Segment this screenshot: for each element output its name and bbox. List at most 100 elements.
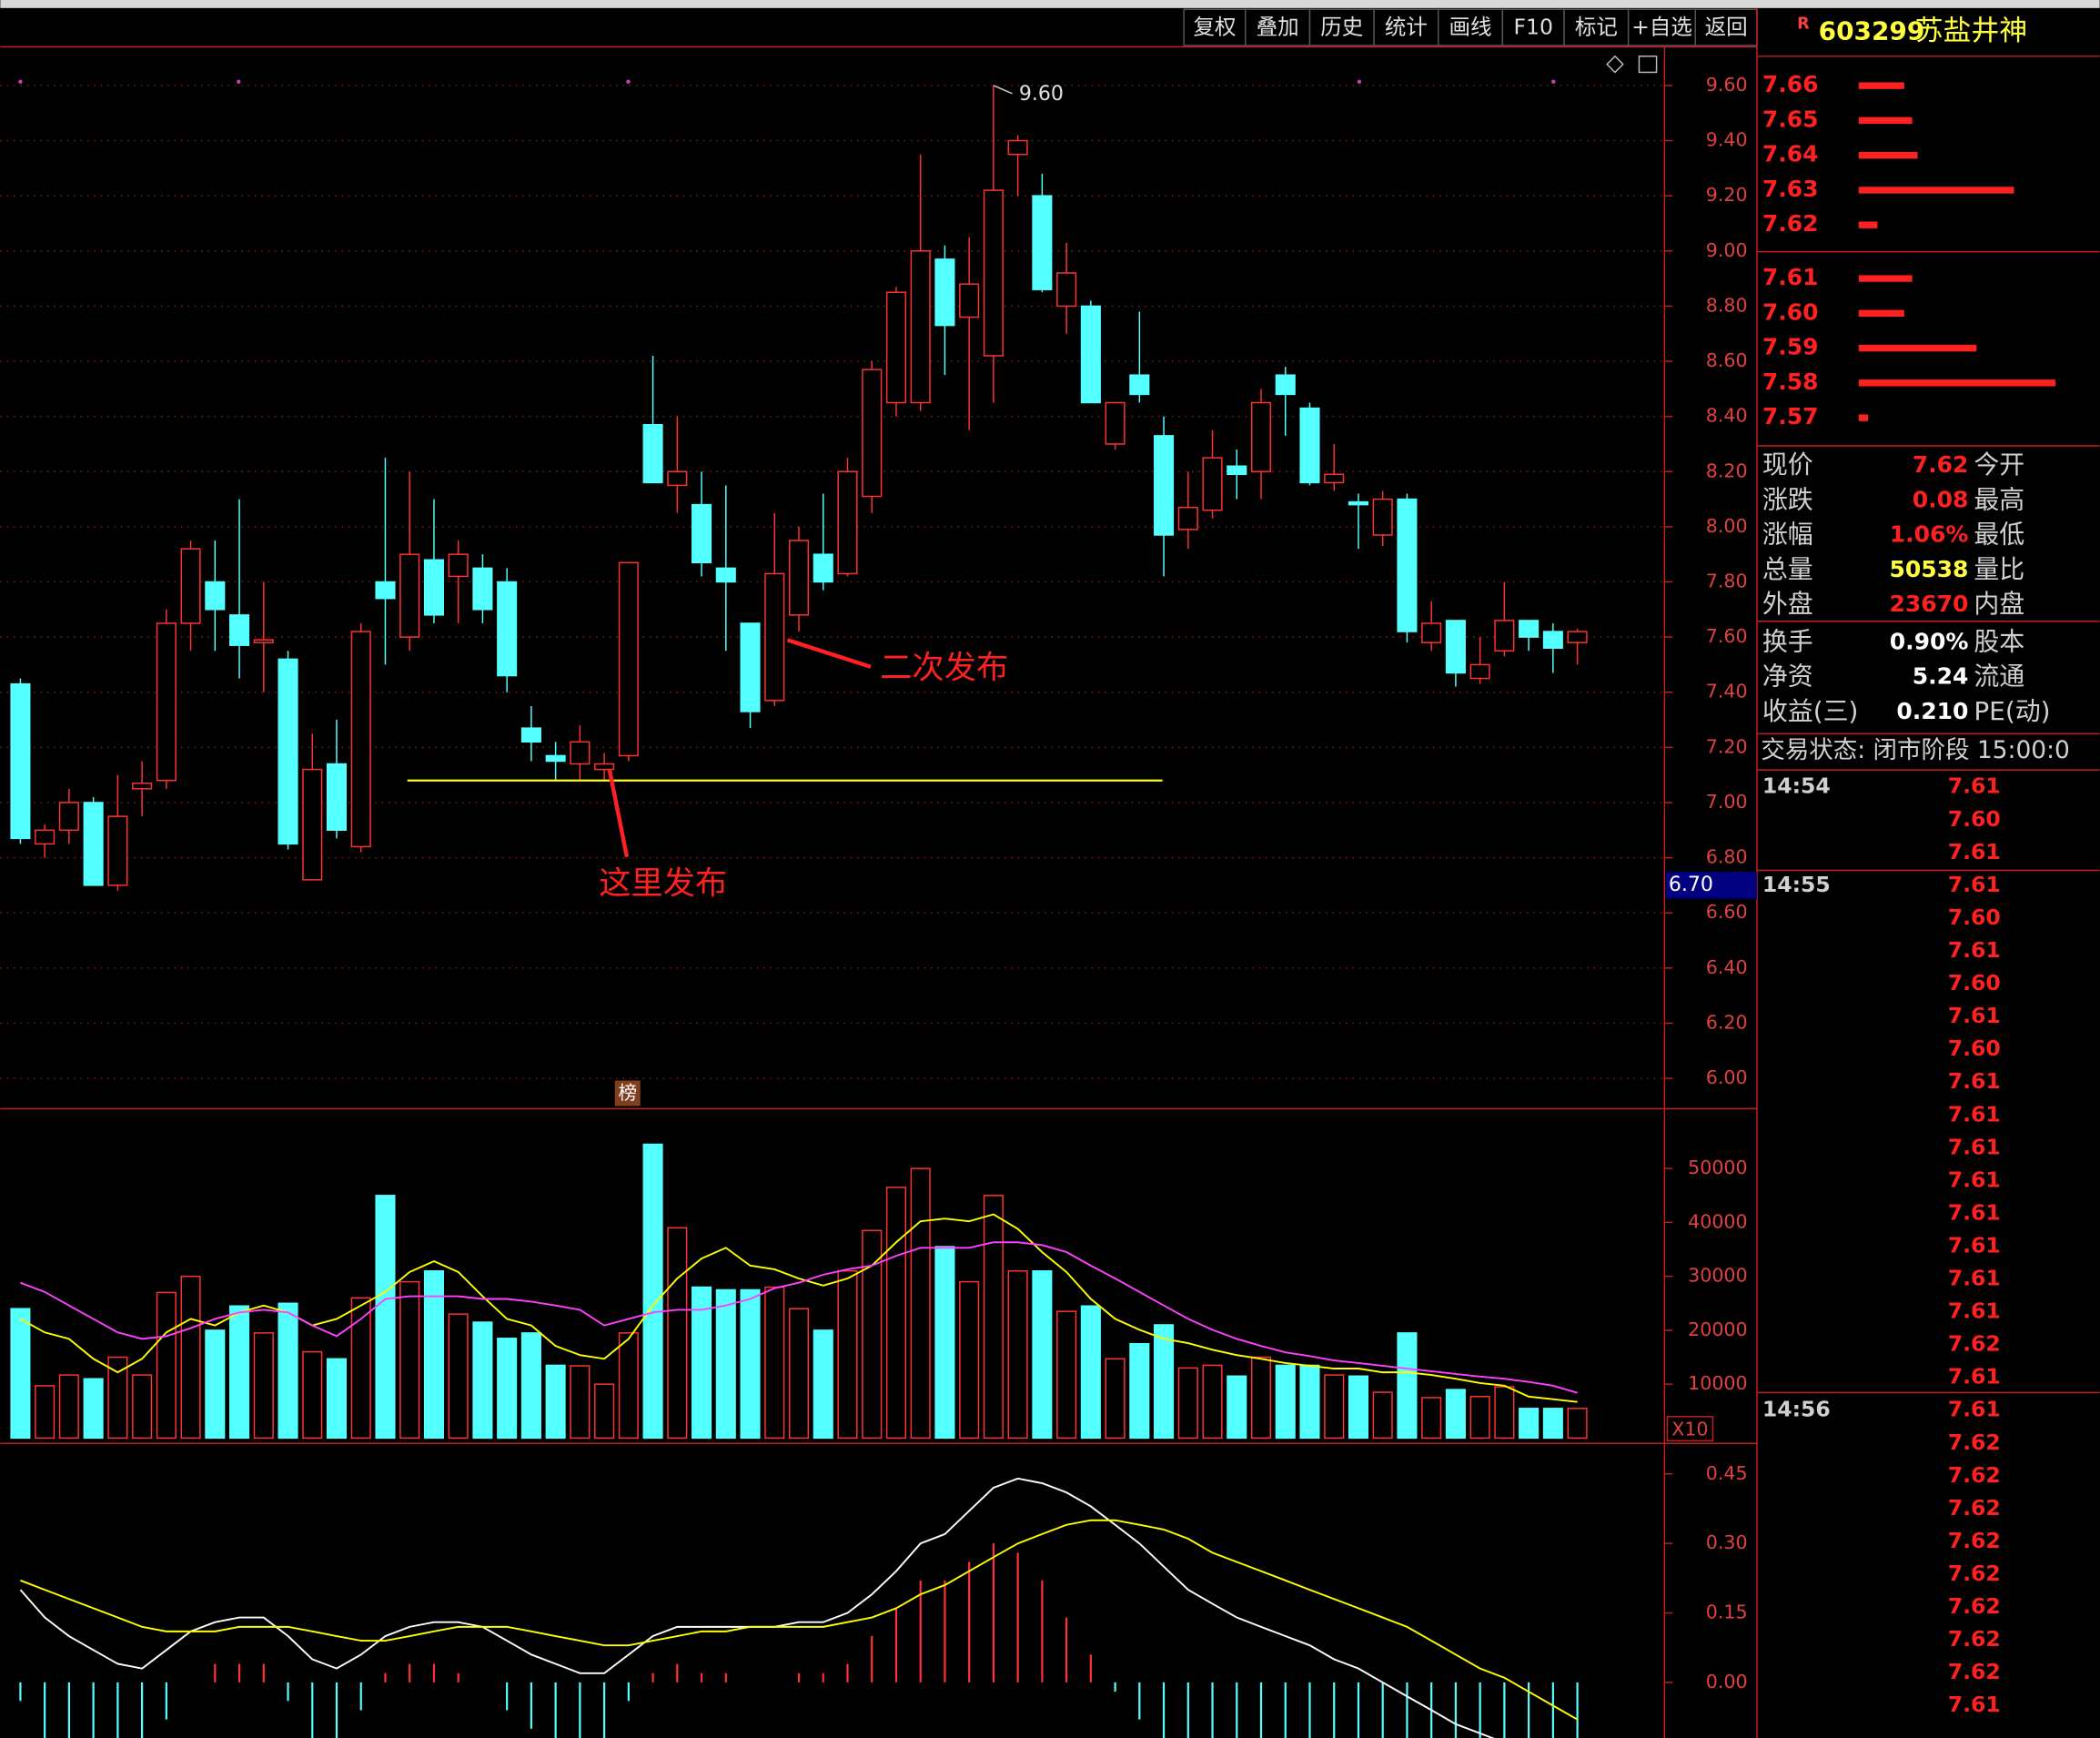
y-tick-label: 0.30 <box>1706 1531 1748 1553</box>
trade-price: 7.62 <box>1948 1528 2001 1553</box>
candle-body <box>205 581 226 611</box>
dif-line <box>19 1477 1495 1738</box>
quote-label: 净资 <box>1762 662 1813 692</box>
icon[interactable] <box>1638 56 1658 74</box>
candle-body <box>1421 622 1442 643</box>
candle-body <box>570 741 591 765</box>
y-tick-label: 0.00 <box>1706 1671 1748 1693</box>
quote-value: 50538 <box>1889 556 1968 582</box>
volume-bar <box>58 1374 79 1440</box>
chart: 6.00 6.20 6.40 6.60 6.80 7.00 7.20 7.40 7.60 7.80… <box>0 74 1757 1738</box>
annotation: 这里发布 <box>599 865 727 903</box>
toolbar-button[interactable] <box>1183 8 1247 46</box>
trade-time: 14:56 <box>1762 1397 1831 1422</box>
book-bar <box>1858 187 2014 194</box>
toolbar-label[interactable]: 叠加 <box>1257 14 1299 39</box>
candle-body <box>788 540 810 616</box>
candle-body <box>1275 374 1296 396</box>
toolbar-label[interactable]: 统计 <box>1385 14 1428 39</box>
volume-bar <box>715 1288 736 1440</box>
volume-bar <box>570 1365 591 1440</box>
volume-ma <box>20 1241 1578 1394</box>
candle-body <box>520 727 541 743</box>
trade-price: 7.61 <box>1948 1167 2001 1192</box>
volume-bar <box>983 1195 1004 1440</box>
book-price: 7.66 <box>1762 71 1819 97</box>
candle-body <box>35 829 56 845</box>
y-tick-label: 10000 <box>1688 1372 1748 1394</box>
volume-bar <box>520 1332 541 1440</box>
annotation: 二次发布 <box>880 650 1008 687</box>
volume-bar <box>1275 1364 1296 1440</box>
toolbar-button[interactable] <box>1501 8 1565 46</box>
candle-body <box>10 682 31 840</box>
book-price: 7.65 <box>1762 106 1819 132</box>
volume-bar <box>885 1187 906 1440</box>
y-tick-label: 8.60 <box>1706 349 1748 371</box>
y-tick-label: 30000 <box>1688 1265 1748 1287</box>
toolbar-label[interactable]: 标记 <box>1575 14 1618 39</box>
quote-label: 收益(三) <box>1762 696 1859 726</box>
icon[interactable] <box>1606 55 1624 74</box>
volume-bar <box>1494 1386 1515 1440</box>
volume-bar <box>205 1329 226 1440</box>
volume-bar <box>229 1305 250 1440</box>
volume-bar <box>1542 1408 1563 1440</box>
quote-value: 23670 <box>1889 591 1968 617</box>
quote-value: 5.24 <box>1913 663 1969 690</box>
stock-code: 603299 <box>1819 15 1925 45</box>
volume-bar <box>1032 1269 1053 1440</box>
toolbar-label[interactable]: 复权 <box>1193 14 1236 39</box>
toolbar-label[interactable]: 画线 <box>1449 14 1492 39</box>
candle-body <box>1348 500 1368 506</box>
y-tick-label: 8.80 <box>1706 294 1748 316</box>
quote-label: 涨幅 <box>1762 520 1813 550</box>
quote-label: 今开 <box>1974 450 2024 480</box>
toolbar-button[interactable] <box>1245 8 1311 46</box>
toolbar-label[interactable]: +自选 <box>1631 14 1692 39</box>
candle-body <box>1469 663 1490 680</box>
candle-body <box>375 581 396 600</box>
toolbar-button[interactable] <box>1694 8 1758 46</box>
book-bar <box>1858 82 1904 89</box>
quote-label: 内盘 <box>1974 589 2024 619</box>
toolbar-label[interactable]: 返回 <box>1705 14 1748 39</box>
volume-bar <box>253 1332 274 1440</box>
book-bar <box>1858 116 1913 125</box>
book-price: 7.64 <box>1762 141 1819 167</box>
quote-label: 外盘 <box>1762 589 1813 619</box>
candle-body <box>180 548 201 624</box>
candle-body <box>1007 139 1028 156</box>
y-tick-label: 50000 <box>1688 1157 1748 1178</box>
candle-body <box>278 658 298 845</box>
volume-bar <box>1421 1397 1442 1440</box>
trade-price: 7.61 <box>1948 1134 2001 1159</box>
candle-body <box>107 815 128 886</box>
trade-price: 7.61 <box>1948 1298 2001 1324</box>
volume-bar <box>423 1269 444 1440</box>
volume-bar <box>1202 1364 1223 1440</box>
volume-bar <box>1324 1374 1345 1440</box>
trade-price: 7.62 <box>1948 1331 2001 1357</box>
volume-bar <box>910 1167 931 1440</box>
toolbar-button[interactable] <box>1563 8 1630 46</box>
candle-body <box>448 553 469 578</box>
toolbar-button[interactable] <box>1308 8 1375 46</box>
macd-plot <box>19 1477 1579 1738</box>
candle-body <box>862 369 883 498</box>
toolbar-button[interactable] <box>1437 8 1504 46</box>
trade-price: 7.61 <box>1948 1003 2001 1028</box>
trade-price: 7.61 <box>1948 1101 2001 1127</box>
candle-body <box>910 250 931 404</box>
quote-value: 0.08 <box>1913 486 1969 512</box>
volume-bar <box>399 1280 420 1440</box>
toolbar-label[interactable]: F10 <box>1513 14 1552 39</box>
stock-name: 苏盐井神 <box>1915 15 2028 47</box>
quote-label: 股本 <box>1974 626 2024 656</box>
toolbar-button[interactable] <box>1627 8 1696 46</box>
toolbar-label[interactable]: 历史 <box>1320 14 1363 39</box>
cursor-label: 6.70 <box>1669 874 1713 896</box>
volume-bar <box>1445 1389 1466 1440</box>
volume-bar <box>1007 1269 1028 1440</box>
